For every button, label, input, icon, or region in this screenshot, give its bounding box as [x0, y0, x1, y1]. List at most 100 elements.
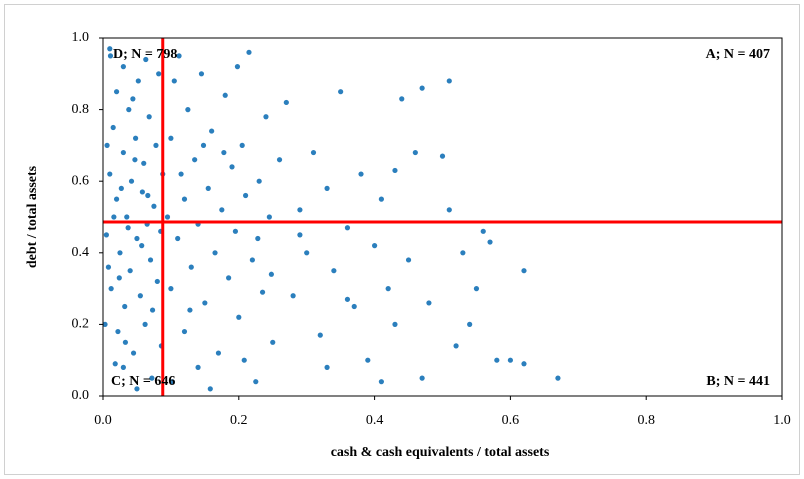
point	[283, 99, 289, 106]
point	[473, 286, 480, 292]
x-tick-label: 1.0	[773, 413, 791, 428]
x-tick-label: 0.6	[502, 413, 520, 428]
point	[127, 268, 133, 274]
y-axis-label: debt / total assets	[25, 165, 40, 268]
point	[113, 196, 120, 202]
x-tick-label: 0.0	[94, 413, 112, 428]
point	[175, 235, 181, 242]
point	[256, 178, 262, 184]
x-tick-label: 0.2	[230, 413, 248, 428]
point	[268, 271, 274, 277]
point	[221, 149, 227, 156]
point	[215, 350, 222, 356]
point	[207, 386, 213, 392]
point	[120, 149, 126, 156]
point	[412, 149, 418, 156]
point	[324, 364, 330, 370]
point	[178, 171, 184, 177]
point	[219, 207, 225, 213]
point	[132, 157, 138, 163]
point	[467, 321, 473, 327]
point	[192, 157, 198, 163]
point	[168, 286, 174, 292]
point	[117, 250, 123, 256]
point	[107, 171, 113, 177]
point	[378, 379, 384, 385]
point	[115, 328, 121, 335]
quadrant-label: A; N = 407	[706, 47, 770, 62]
point	[209, 128, 215, 134]
point	[419, 85, 425, 91]
point	[392, 321, 398, 327]
point	[154, 278, 160, 285]
point	[126, 107, 132, 113]
point	[317, 332, 323, 338]
point	[130, 96, 136, 102]
point	[446, 207, 452, 213]
point	[378, 196, 384, 202]
point	[171, 78, 177, 84]
point	[195, 364, 201, 370]
y-tick-label: 0.4	[72, 245, 90, 260]
y-tick-label: 0.6	[72, 173, 90, 188]
point	[246, 49, 252, 55]
point	[105, 264, 112, 270]
point	[107, 53, 114, 59]
point	[392, 167, 398, 174]
point	[102, 321, 108, 327]
point	[507, 357, 513, 363]
point	[232, 228, 239, 234]
point	[263, 114, 269, 120]
point	[153, 142, 159, 148]
point	[202, 300, 208, 306]
point	[139, 189, 145, 195]
point	[358, 171, 364, 177]
point	[460, 250, 466, 256]
point	[222, 92, 228, 98]
point	[419, 375, 425, 381]
quadrant-label: D; N = 798	[113, 47, 177, 62]
point	[241, 357, 247, 363]
point	[116, 275, 122, 281]
point	[521, 268, 527, 274]
point	[176, 53, 182, 59]
point	[188, 264, 194, 270]
point	[324, 185, 330, 191]
point	[521, 361, 527, 367]
point	[141, 160, 147, 166]
point	[439, 153, 446, 159]
point	[151, 203, 157, 209]
point	[212, 250, 218, 256]
quadrant-label: C; N = 646	[111, 374, 175, 389]
point	[405, 257, 412, 263]
point	[276, 157, 283, 163]
point	[239, 142, 245, 148]
point	[122, 339, 129, 345]
point	[494, 357, 500, 363]
point	[124, 214, 130, 220]
point	[147, 257, 154, 263]
point	[297, 207, 303, 213]
point	[110, 124, 116, 131]
point	[135, 78, 141, 84]
point	[139, 243, 145, 249]
point	[168, 135, 174, 141]
point	[113, 89, 120, 95]
point	[169, 379, 175, 385]
point	[344, 225, 351, 231]
point	[338, 89, 344, 95]
point	[385, 286, 391, 292]
point	[104, 142, 110, 148]
point	[331, 268, 337, 274]
point	[181, 328, 188, 335]
point	[128, 178, 135, 184]
y-tick-label: 0.8	[72, 102, 90, 117]
point	[145, 192, 151, 199]
point	[372, 243, 378, 249]
point	[234, 64, 241, 70]
point	[120, 364, 126, 370]
point	[137, 293, 143, 299]
point	[253, 379, 259, 385]
point	[229, 164, 235, 170]
